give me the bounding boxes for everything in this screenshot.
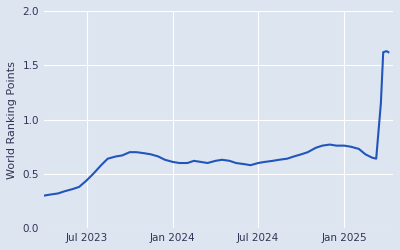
Y-axis label: World Ranking Points: World Ranking Points	[7, 61, 17, 178]
